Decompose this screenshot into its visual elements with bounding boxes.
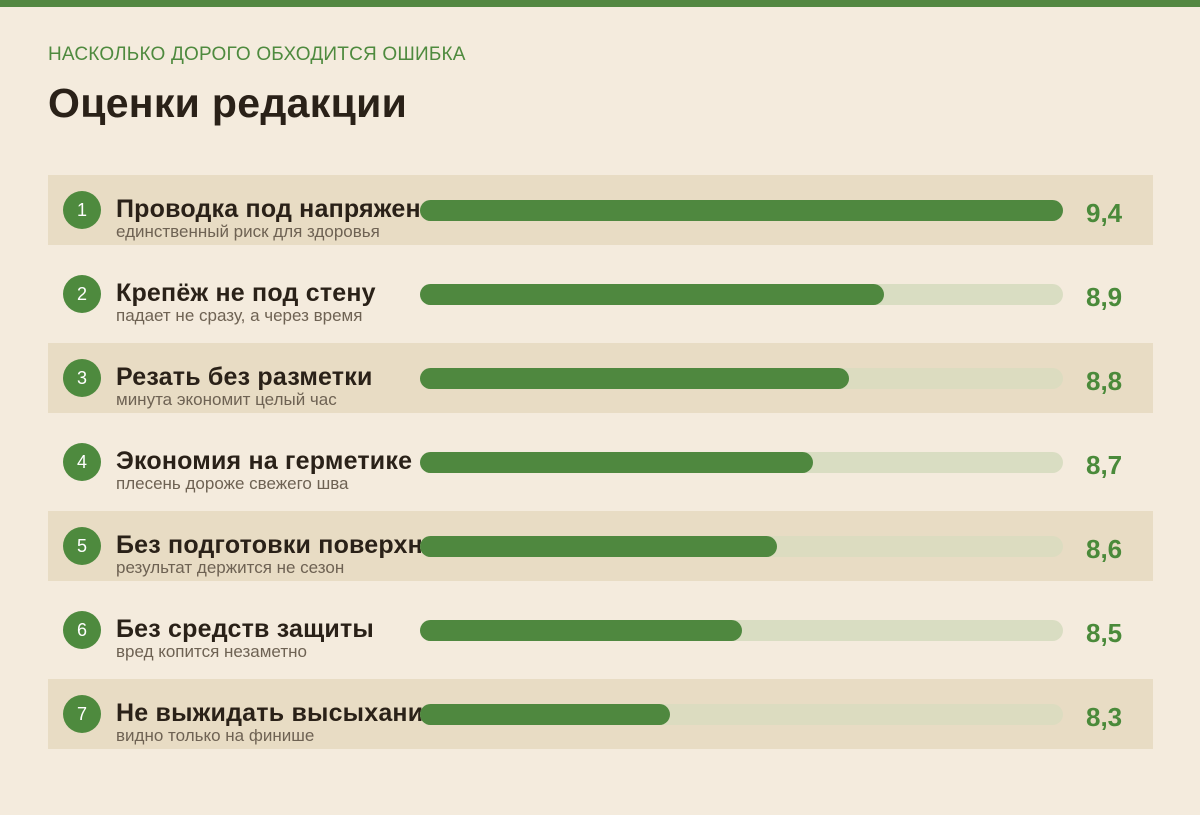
- bar-sublabel: вред копится незаметно: [116, 642, 307, 661]
- bar-label: Резать без разметки: [116, 363, 373, 391]
- data-label: 8,6: [1086, 534, 1123, 564]
- data-label: 8,9: [1086, 282, 1123, 312]
- bar-track: [420, 200, 1063, 221]
- rank-badge: 6: [63, 611, 101, 649]
- bar-label: Без подготовки поверхности: [116, 531, 481, 559]
- rank-badge: 7: [63, 695, 101, 733]
- bar-label: Не выжидать высыхание: [116, 699, 438, 727]
- data-label: 9,4: [1086, 198, 1123, 228]
- chart-row: 2 Крепёж не под стену падает не сразу, а ч…: [48, 259, 1153, 329]
- bar-track: [420, 368, 1063, 389]
- bar: [420, 536, 777, 557]
- rank-badge: 1: [63, 191, 101, 229]
- chart-row: 3 Резать без разметки минута экономит целы…: [48, 343, 1153, 413]
- chart-row: 7 Не выжидать высыхание видно только на фи…: [48, 679, 1153, 749]
- data-label: 8,3: [1086, 702, 1123, 732]
- bar: [420, 452, 813, 473]
- bar-sublabel: единственный риск для здоровья: [116, 222, 380, 241]
- bar-sublabel: плесень дороже свежего шва: [116, 474, 349, 493]
- bar: [420, 200, 1063, 221]
- bar-track: [420, 452, 1063, 473]
- bar: [420, 284, 884, 305]
- data-label: 8,8: [1086, 366, 1123, 396]
- bar-label: Экономия на герметике: [116, 447, 413, 475]
- bar-track: [420, 284, 1063, 305]
- data-label: 8,5: [1086, 618, 1123, 648]
- rank-badge: 2: [63, 275, 101, 313]
- top-accent-stripe: [0, 0, 1200, 7]
- data-label: 8,7: [1086, 450, 1123, 480]
- rank-badge: 3: [63, 359, 101, 397]
- bar-sublabel: минута экономит целый час: [116, 390, 337, 409]
- page-title: Оценки редакции: [48, 80, 408, 126]
- kicker: НАСКОЛЬКО ДОРОГО ОБХОДИТСЯ ОШИБКА: [48, 44, 466, 65]
- bar-sublabel: падает не сразу, а через время: [116, 306, 363, 325]
- chart-row: 5 Без подготовки поверхности результат дер…: [48, 511, 1153, 581]
- bar-sublabel: видно только на финише: [116, 726, 315, 745]
- bar-track: [420, 536, 1063, 557]
- bar: [420, 620, 742, 641]
- bar-sublabel: результат держится не сезон: [116, 558, 345, 577]
- bar-label: Проводка под напряжением: [116, 195, 469, 223]
- chart-row: 6 Без средств защиты вред копится незаметн…: [48, 595, 1153, 665]
- chart-row: 1 Проводка под напряжением единственный ри…: [48, 175, 1153, 245]
- ranking-chart: 1 Проводка под напряжением единственный ри…: [48, 175, 1153, 763]
- bar: [420, 704, 670, 725]
- bar: [420, 368, 849, 389]
- bar-track: [420, 620, 1063, 641]
- rank-badge: 4: [63, 443, 101, 481]
- bar-label: Крепёж не под стену: [116, 279, 376, 307]
- bar-label: Без средств защиты: [116, 615, 374, 643]
- rank-badge: 5: [63, 527, 101, 565]
- bar-track: [420, 704, 1063, 725]
- chart-row: 4 Экономия на герметике плесень дороже све…: [48, 427, 1153, 497]
